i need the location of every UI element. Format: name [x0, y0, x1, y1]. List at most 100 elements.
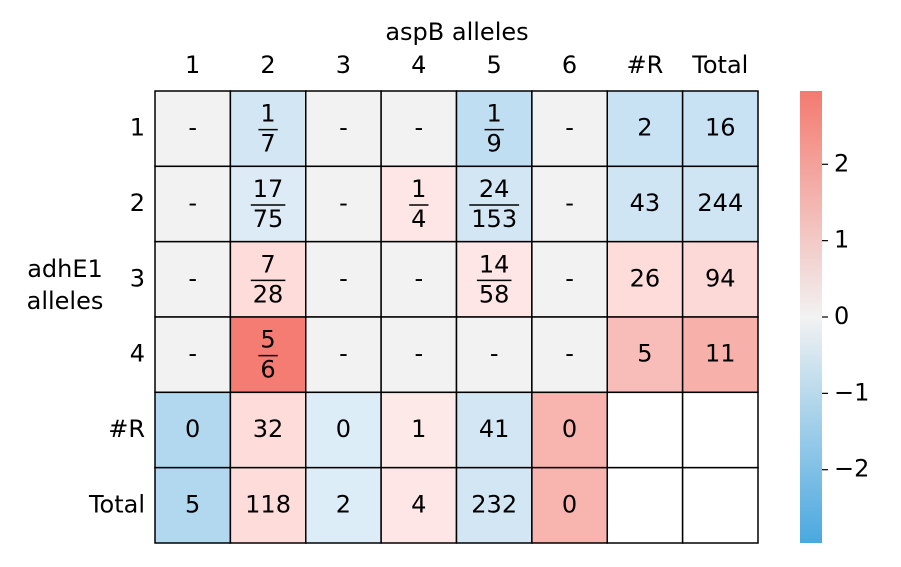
cell-value: -	[565, 340, 574, 368]
cell	[229, 90, 307, 168]
column-label: 4	[411, 51, 426, 79]
cell-value: -	[188, 340, 197, 368]
cell-value: -	[339, 114, 348, 142]
fraction-denominator: 4	[411, 205, 426, 233]
cell	[455, 316, 533, 394]
colorbar-tick-label: −2	[834, 455, 869, 483]
cell	[154, 391, 232, 469]
cell	[681, 391, 759, 469]
cell-value: -	[339, 340, 348, 368]
colorbar-tick-label: −1	[834, 378, 869, 406]
fraction-denominator: 58	[479, 280, 510, 308]
cell-value: 232	[471, 490, 517, 518]
row-label: #R	[108, 415, 145, 443]
fraction-numerator: 14	[479, 250, 510, 278]
cell	[229, 240, 307, 318]
cell	[606, 90, 684, 168]
cell-value: 43	[630, 189, 661, 217]
cell	[681, 165, 759, 243]
column-label: Total	[691, 51, 748, 79]
fraction-numerator: 1	[260, 100, 275, 128]
cell-value: -	[565, 189, 574, 217]
cell	[606, 466, 684, 544]
cell-value: 0	[185, 415, 200, 443]
cell-value: 26	[630, 264, 661, 292]
cell	[305, 316, 382, 394]
cell	[229, 391, 307, 469]
cell-value: 0	[562, 490, 577, 518]
colorbar	[800, 91, 822, 543]
cell-value: 4	[411, 490, 426, 518]
cell	[455, 466, 533, 544]
cell-value: 94	[705, 264, 736, 292]
cell-value: -	[188, 264, 197, 292]
cell	[681, 466, 759, 544]
cell-value: -	[414, 340, 423, 368]
cell-value: -	[414, 114, 423, 142]
y-axis-label: adhE1	[27, 255, 103, 283]
cell-value: 11	[705, 340, 736, 368]
cell-value: 2	[336, 490, 351, 518]
cell-value: -	[188, 189, 197, 217]
colorbar-tick-label: 1	[834, 226, 849, 254]
cell	[154, 240, 232, 318]
fraction-denominator: 28	[253, 280, 284, 308]
cell	[229, 466, 307, 544]
column-label: 3	[336, 51, 351, 79]
column-label: 1	[185, 51, 200, 79]
column-label: 5	[487, 51, 502, 79]
cell	[531, 391, 608, 469]
cell	[455, 240, 533, 318]
cell-value: -	[565, 114, 574, 142]
cell-value: 1	[411, 415, 426, 443]
cell-value: 244	[697, 189, 743, 217]
cell-value: -	[490, 340, 499, 368]
cell-value: 0	[336, 415, 351, 443]
row-label: Total	[88, 490, 145, 518]
cell	[380, 466, 458, 544]
y-axis-label: alleles	[27, 287, 104, 315]
fraction-denominator: 7	[260, 130, 275, 158]
cell-value: -	[565, 264, 574, 292]
column-label: 6	[562, 51, 577, 79]
row-label: 1	[130, 114, 145, 142]
fraction-denominator: 9	[487, 130, 502, 158]
fraction-denominator: 6	[260, 356, 275, 384]
cell-value: 41	[479, 415, 510, 443]
cell-value: 5	[185, 490, 200, 518]
cell-value: -	[414, 264, 423, 292]
cell-value: 0	[562, 415, 577, 443]
cell-value: -	[339, 189, 348, 217]
cell	[305, 391, 382, 469]
chart-title: aspB alleles	[385, 18, 528, 46]
cell-value: 2	[637, 114, 652, 142]
cell	[305, 466, 382, 544]
fraction-numerator: 17	[253, 175, 284, 203]
fraction-numerator: 1	[411, 175, 426, 203]
cell	[154, 466, 232, 544]
row-label: 3	[130, 264, 145, 292]
cell	[380, 165, 458, 243]
cell-value: 5	[637, 340, 652, 368]
row-label: 4	[130, 340, 145, 368]
cell	[681, 316, 759, 394]
fraction-denominator: 153	[471, 205, 517, 233]
cell	[606, 391, 684, 469]
cell-value: 118	[245, 490, 291, 518]
fraction-numerator: 24	[479, 175, 510, 203]
cell-value: 32	[253, 415, 284, 443]
column-label: 2	[260, 51, 275, 79]
cell	[606, 165, 684, 243]
cell	[531, 466, 608, 544]
fraction-numerator: 1	[487, 100, 502, 128]
fraction-numerator: 7	[260, 250, 275, 278]
fraction-numerator: 5	[260, 326, 275, 354]
colorbar-tick-label: 0	[834, 302, 849, 330]
cell	[531, 90, 608, 168]
colorbar-tick-label: 2	[834, 149, 849, 177]
cell-value: 16	[705, 114, 736, 142]
cell	[606, 240, 684, 318]
cell	[154, 90, 232, 168]
